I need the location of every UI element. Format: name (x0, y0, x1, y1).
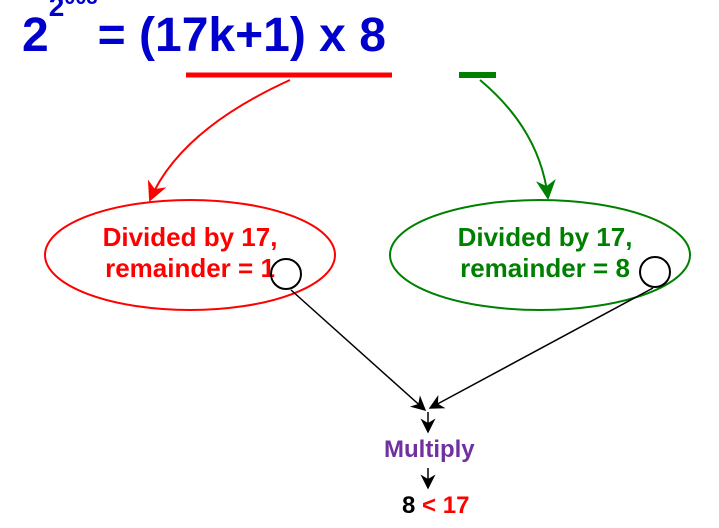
ellipse1-line2-pre: remainder = (105, 253, 253, 283)
result-op: < 17 (422, 492, 469, 519)
ellipse2-text: Divided by 17, remainder = 8 (420, 222, 670, 284)
result-label: 8 < 17 (402, 492, 469, 520)
eq-times: x (319, 9, 346, 62)
eq-equals: = (98, 9, 126, 62)
ellipse2-value: 8 (615, 253, 629, 283)
eq-factor1: (17k+1) (139, 9, 306, 62)
ellipse2-line1: Divided by 17, (420, 222, 670, 253)
arrow-from-r1 (291, 290, 425, 410)
ellipse1-line1: Divided by 17, (70, 222, 310, 253)
ellipse2-line2: remainder = 8 (420, 253, 670, 284)
arrow-from-r2 (430, 288, 653, 408)
eq-factor2: 8 (359, 9, 386, 62)
ellipse1-value: 1 (260, 253, 274, 283)
ellipse2-line2-pre: remainder = (460, 253, 608, 283)
ellipse1-line2: remainder = 1 (70, 253, 310, 284)
result-value: 8 (402, 492, 415, 519)
eq-base: 220032003 (22, 9, 98, 62)
eq-exponent-outer: 20032003 (49, 0, 98, 22)
arrow-to-ellipse2 (480, 80, 548, 198)
equation: 220032003= (17k+1) x 8 (22, 8, 386, 63)
arrow-to-ellipse1 (150, 80, 290, 200)
multiply-label: Multiply (384, 436, 475, 464)
ellipse1-text: Divided by 17, remainder = 1 (70, 222, 310, 284)
